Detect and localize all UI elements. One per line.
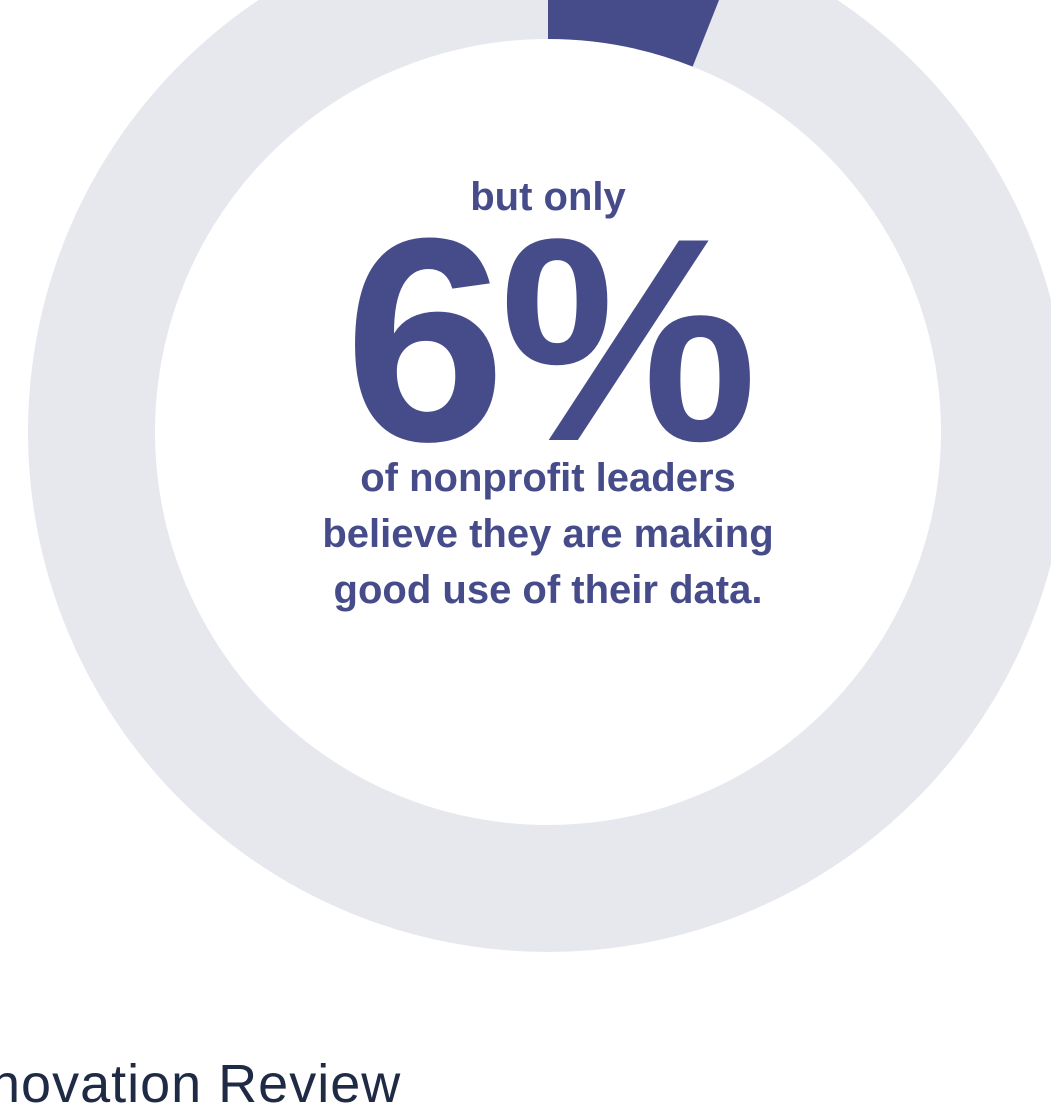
donut-slice-remainder xyxy=(28,0,1051,952)
donut-slice-highlight xyxy=(546,0,720,67)
description-line-2: believe they are making xyxy=(322,512,774,556)
footer-publication: novation Review xyxy=(0,1054,402,1112)
callout-lead: but only xyxy=(470,175,626,219)
description-line-3: good use of their data. xyxy=(333,568,763,612)
callout-value: 6% xyxy=(344,178,757,502)
description-line-1: of nonprofit leaders xyxy=(360,456,736,500)
callout-description: of nonprofit leaders believe they are ma… xyxy=(218,450,878,618)
